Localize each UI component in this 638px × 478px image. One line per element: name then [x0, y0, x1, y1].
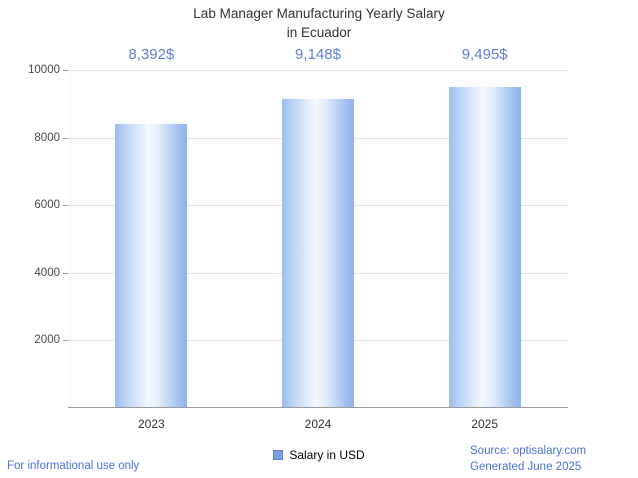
x-axis-line: [68, 407, 568, 408]
x-axis-label-2023: 2023: [137, 417, 165, 431]
y-tick-mark: [63, 70, 68, 71]
x-axis-label-2024: 2024: [304, 417, 332, 431]
value-label-2024: 9,148$: [295, 46, 341, 63]
legend-swatch-icon: [273, 450, 284, 460]
bar-2024: [282, 98, 354, 407]
chart-title-line1: Lab Manager Manufacturing Yearly Salary: [193, 6, 445, 21]
y-tick-mark: [63, 137, 68, 139]
x-axis-label-2025: 2025: [471, 417, 499, 431]
y-axis-label-10000: 10000: [28, 64, 60, 76]
value-label-2025: 9,495$: [461, 46, 508, 63]
legend-label: Salary in USD: [289, 448, 365, 462]
legend: Salary in USD: [0, 448, 638, 462]
plot-area: 2000 4000 6000 8000 10000 8,392$ 2023 9,148$ 202…: [28, 46, 568, 431]
y-tick-mark: [63, 205, 68, 207]
disclaimer-text: For informational use only: [7, 460, 140, 472]
y-axis-label-6000: 6000: [34, 199, 60, 212]
y-axis-label-8000: 8000: [34, 131, 60, 144]
value-label-2023: 8,392$: [128, 46, 175, 63]
generated-date: Generated June 2025: [470, 460, 582, 473]
y-tick-mark: [63, 340, 68, 342]
bar-2023: [115, 124, 188, 407]
y-axis-label-4000: 4000: [34, 266, 60, 279]
source-link[interactable]: Source: optisalary.com: [470, 445, 587, 457]
source-block: Source: optisalary.com Generated June 20…: [470, 444, 586, 475]
chart-title: Lab Manager Manufacturing Yearly Salary …: [0, 5, 638, 43]
chart-title-line2: in Ecuador: [286, 24, 352, 40]
gridline-10000: [68, 70, 568, 71]
y-axis-label-2000: 2000: [34, 334, 60, 347]
bar-2025: [448, 87, 521, 407]
y-tick-mark: [63, 272, 68, 274]
